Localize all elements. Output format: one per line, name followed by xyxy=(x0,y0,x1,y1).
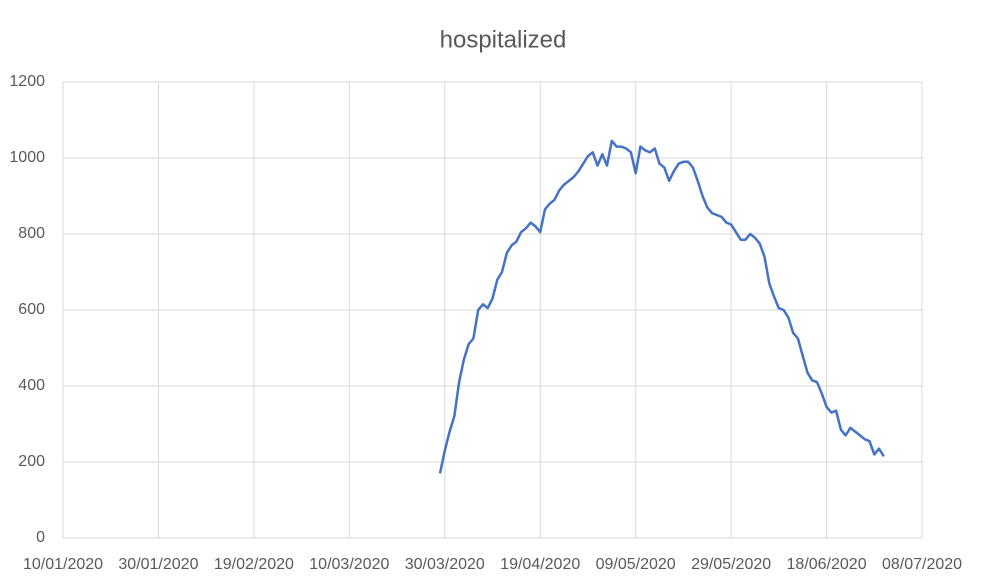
x-tick-label: 30/01/2020 xyxy=(118,556,198,573)
chart-title: hospitalized xyxy=(440,26,567,53)
x-tick-label: 30/03/2020 xyxy=(405,556,485,573)
x-tick-label: 29/05/2020 xyxy=(691,556,771,573)
x-tick-label: 19/02/2020 xyxy=(214,556,294,573)
y-tick-label: 400 xyxy=(18,377,45,394)
y-tick-label: 1200 xyxy=(9,73,45,90)
x-tick-label: 09/05/2020 xyxy=(596,556,676,573)
x-tick-label: 08/07/2020 xyxy=(882,556,962,573)
data-line xyxy=(438,139,885,474)
y-tick-label: 200 xyxy=(18,453,45,470)
x-tick-label: 19/04/2020 xyxy=(500,556,580,573)
y-tick-label: 800 xyxy=(18,225,45,242)
x-tick-label: 10/03/2020 xyxy=(309,556,389,573)
y-tick-label: 600 xyxy=(18,301,45,318)
x-tick-label: 10/01/2020 xyxy=(23,556,103,573)
x-tick-label: 18/06/2020 xyxy=(787,556,867,573)
y-tick-label: 0 xyxy=(36,529,45,546)
y-tick-label: 1000 xyxy=(9,149,45,166)
